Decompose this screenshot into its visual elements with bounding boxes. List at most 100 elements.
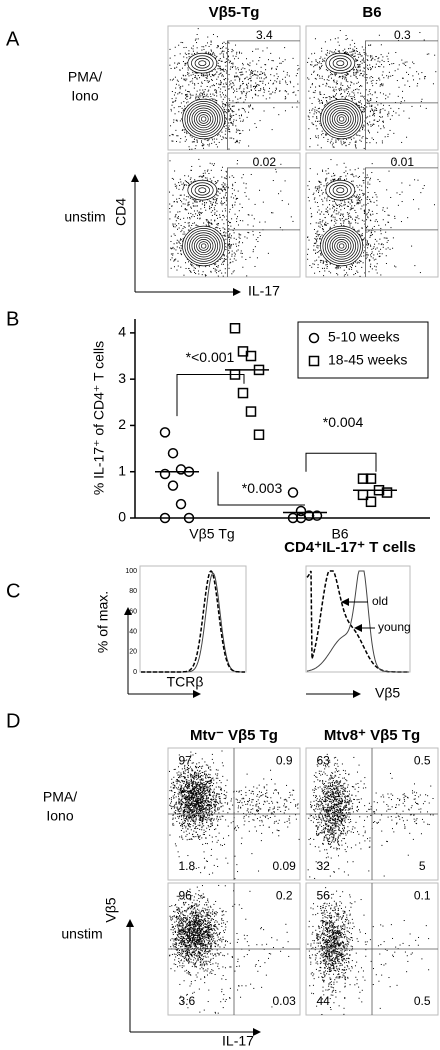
event-dot [355,59,357,61]
event-dot [185,89,187,91]
y-axis-label: % of max. [95,591,111,653]
event-dot [372,123,374,125]
event-dot [355,50,357,52]
event-dot [359,275,361,277]
event-dot [232,55,234,57]
event-dot [227,50,229,52]
event-dot [224,103,226,105]
event-dot [381,74,383,76]
contour [200,116,207,122]
event-dot [169,218,171,220]
event-dot [228,148,230,150]
event-dot [369,183,371,185]
event-dot [179,788,181,790]
event-dot [370,76,372,78]
event-dot [219,192,221,194]
event-dot [227,105,229,107]
event-dot [339,52,341,54]
event-dot [388,214,390,216]
event-dot [185,94,187,96]
event-dot [375,248,377,250]
event-dot [227,225,229,227]
event-dot [213,141,215,143]
event-dot [179,120,181,122]
event-dot [220,96,222,98]
event-dot [373,246,375,248]
event-dot [209,222,211,224]
event-dot [216,265,218,267]
event-dot [212,33,214,35]
event-dot [256,257,258,259]
event-dot [232,92,234,94]
event-dot [276,66,278,68]
event-dot [367,176,369,178]
event-dot [182,807,184,809]
event-dot [250,173,252,175]
event-dot [387,77,389,79]
event-dot [199,217,201,219]
event-dot [185,816,187,818]
event-dot [185,53,187,55]
event-dot [385,248,387,250]
contour [187,52,218,74]
event-dot [316,116,318,118]
event-dot [399,194,401,196]
event-dot [313,96,315,98]
event-dot [344,207,346,209]
event-dot [214,213,216,215]
event-dot [345,77,347,79]
event-dot [171,133,173,135]
event-dot [200,811,202,813]
event-dot [319,58,321,60]
event-dot [317,120,319,122]
event-dot [366,241,368,243]
event-dot [296,106,298,108]
event-dot [226,255,228,257]
event-dot [379,255,381,257]
event-dot [295,75,297,77]
event-dot [323,136,325,138]
event-dot [328,204,330,206]
event-dot [220,47,222,49]
column-header: Mtv8⁺ Vβ5 Tg [324,727,420,744]
event-dot [245,93,247,95]
event-dot [194,180,196,182]
annotation: young [378,620,411,634]
event-dot [233,119,235,121]
event-dot [211,203,213,205]
event-dot [397,204,399,206]
event-dot [175,258,177,260]
event-dot [368,130,370,132]
event-dot [363,107,365,109]
event-dot [371,210,373,212]
event-dot [357,60,359,62]
event-dot [223,223,225,225]
event-dot [365,117,367,119]
event-dot [214,205,216,207]
event-dot [179,69,181,71]
event-dot [231,51,233,53]
event-dot [238,245,240,247]
event-dot [241,177,243,179]
event-dot [234,90,236,92]
event-dot [308,118,310,120]
event-dot [241,252,243,254]
event-dot [202,75,204,77]
event-dot [232,100,234,102]
event-dot [241,93,243,95]
event-dot [180,231,182,233]
event-dot [345,80,347,82]
event-dot [383,66,385,68]
event-dot [184,227,186,229]
event-dot [239,77,241,79]
event-dot [354,55,356,57]
event-dot [233,227,235,229]
event-dot [401,191,403,193]
event-dot [178,247,180,249]
event-dot [365,52,367,54]
event-dot [359,202,361,204]
event-dot [225,43,227,45]
event-dot [193,807,195,809]
event-dot [335,98,337,100]
event-dot [235,243,237,245]
